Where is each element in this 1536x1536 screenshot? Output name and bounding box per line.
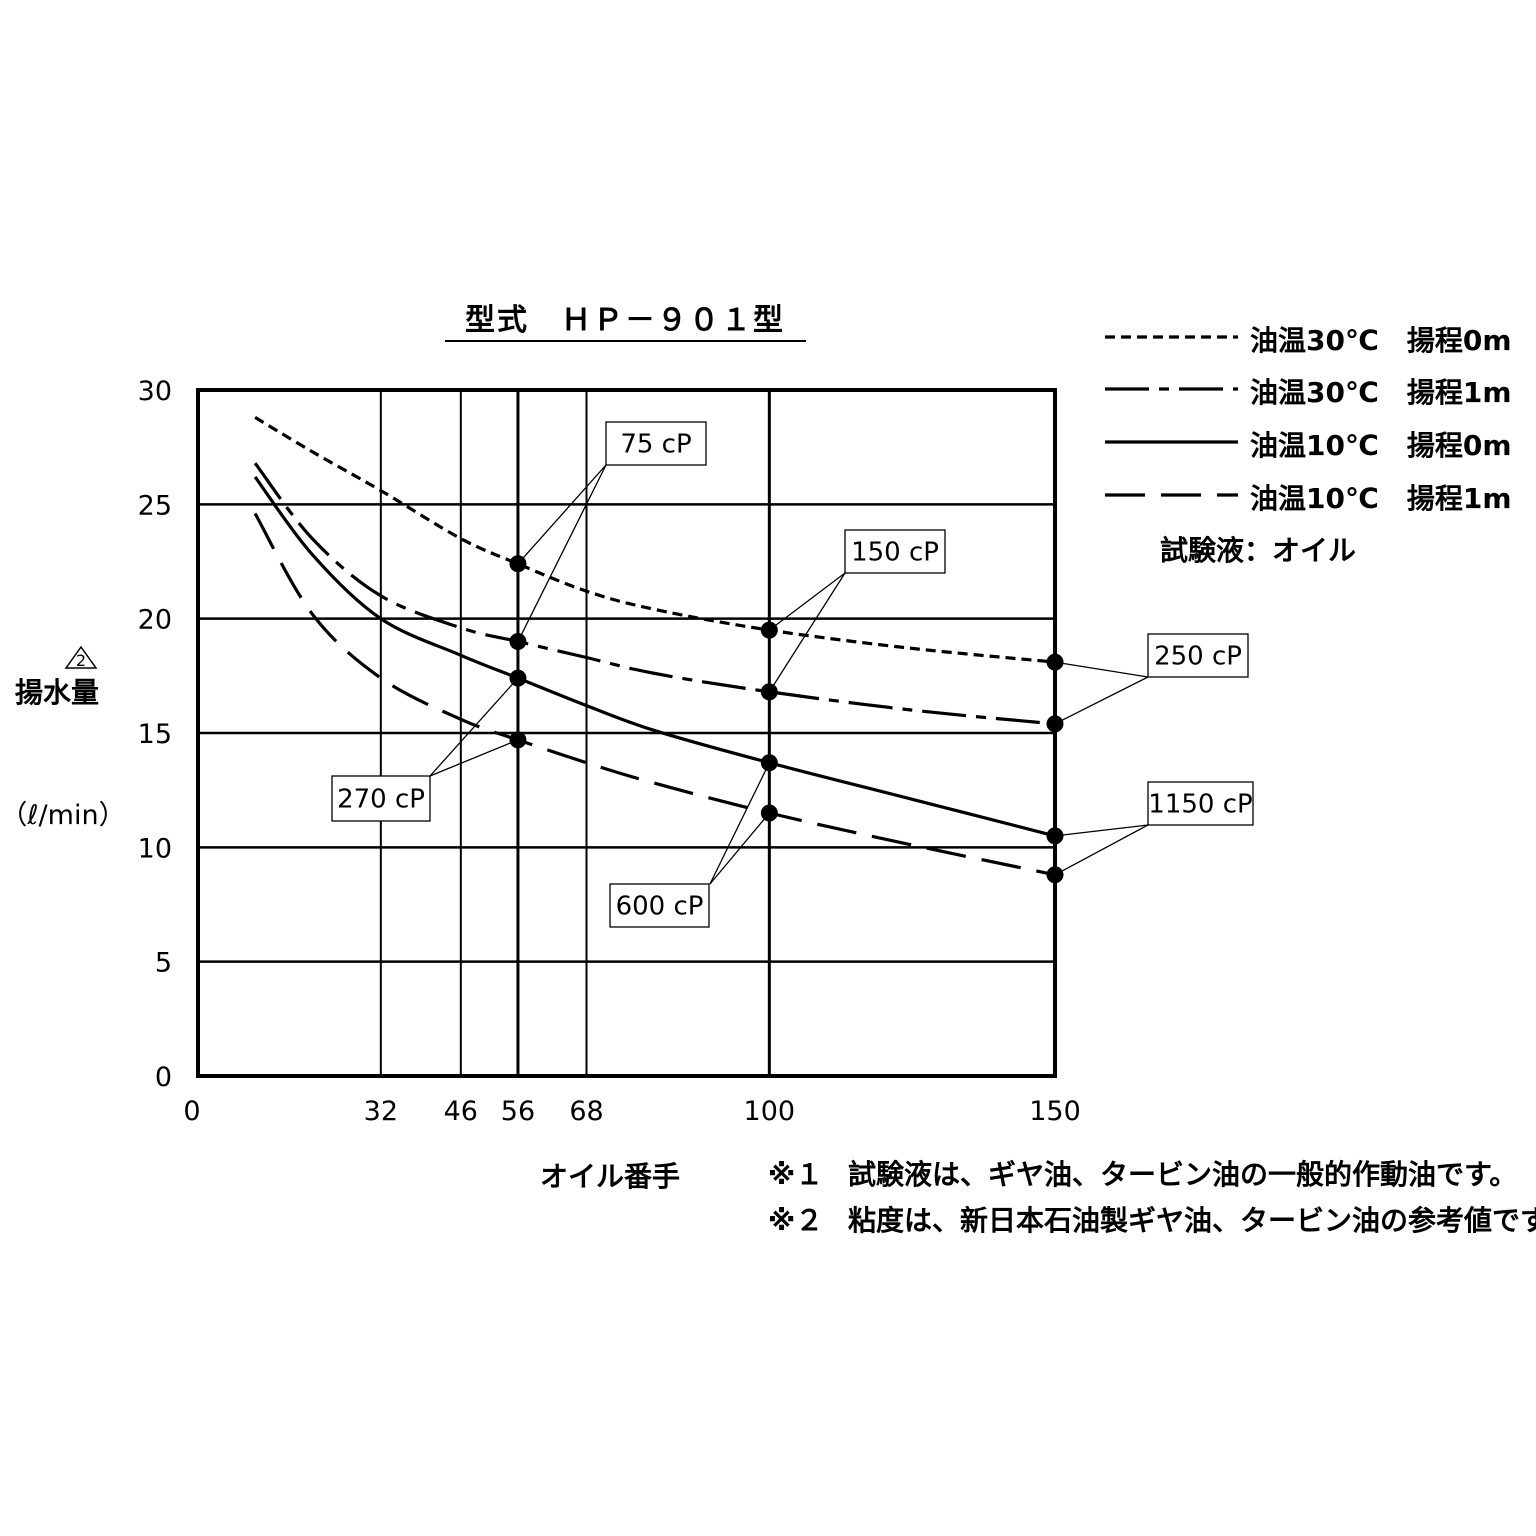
footnote-2-text: 粘度は、新日本石油製ギヤ油、タービン油の参考値です。 (848, 1204, 1536, 1237)
x-tick-label: 56 (501, 1096, 535, 1127)
y-tick-label: 25 (138, 490, 172, 521)
y-axis-unit: （ℓ/min） (0, 800, 125, 831)
annotation-leader (1054, 824, 1149, 837)
y-tick-label: 0 (155, 1062, 172, 1093)
annotation-leader (1054, 824, 1149, 876)
footnote-2-mark: ※２ (768, 1204, 823, 1237)
annotation-label: 600 cP (616, 892, 704, 922)
series-3-point (760, 754, 778, 772)
annotation-label: 1150 cP (1148, 790, 1252, 820)
series-1-point (509, 555, 527, 573)
series-line-3 (253, 475, 1056, 838)
legend-note: 試験液：オイル (1160, 534, 1356, 567)
legend-label-3: 油温10℃ 揚程0m (1250, 429, 1512, 462)
legend-label-1: 油温30℃ 揚程0m (1250, 324, 1512, 357)
y-tick-label: 20 (138, 605, 172, 636)
y-tick-layer: 0 5 10 15 20 25 30 (138, 376, 172, 1093)
annotation-label: 75 cP (620, 430, 691, 460)
annotation-leader (517, 464, 607, 565)
x-tick-label: 0 (183, 1096, 200, 1127)
annotation-box (605, 421, 707, 466)
annotation-box (1147, 633, 1249, 678)
y-tick-label: 5 (155, 948, 172, 979)
annotation-box (609, 883, 710, 928)
series-1-point (760, 621, 778, 639)
annotation-layer: 75 cP 150 cP 250 cP 270 cP 600 cP 1150 cP (331, 421, 1254, 928)
annotation-leader (1054, 676, 1149, 725)
series-2-point (509, 633, 527, 651)
series-line-4 (253, 512, 1056, 877)
legend-label-4: 油温10℃ 揚程1m (1250, 482, 1512, 515)
series-4-point (760, 804, 778, 822)
series-layer (253, 416, 1056, 877)
series-line-1 (254, 416, 1056, 664)
x-tick-label: 68 (569, 1096, 603, 1127)
annotation-leader (429, 677, 519, 777)
annotation-leader (709, 762, 770, 885)
annotation-leader (768, 572, 846, 693)
annotation-box (1147, 781, 1254, 826)
annotation-leader (768, 572, 846, 631)
x-tick-layer: 0 32 46 56 68 100 150 (183, 1096, 1080, 1127)
y-axis-label: 揚水量 (15, 676, 99, 709)
series-4-point (509, 731, 527, 749)
plot-frame (196, 388, 1057, 1078)
annotation-box (844, 529, 946, 574)
y-axis-label-mark: 2 (64, 645, 98, 670)
x-tick-label: 100 (744, 1096, 796, 1127)
annotation-leader (709, 812, 770, 885)
annotation-label: 250 cP (1154, 642, 1242, 672)
annotation-leader (517, 464, 607, 642)
legend-label-2: 油温30℃ 揚程1m (1250, 376, 1512, 409)
footnote-1-text: 試験液は、ギヤ油、タービン油の一般的作動油です。 (848, 1158, 1517, 1191)
x-tick-label: 150 (1029, 1096, 1081, 1127)
x-tick-label: 32 (364, 1096, 398, 1127)
annotation-leader (429, 739, 519, 777)
annotation-label: 270 cP (337, 785, 425, 815)
grid-layer (198, 390, 1055, 1076)
series-line-2 (253, 462, 1056, 726)
svg-text:2: 2 (76, 651, 86, 670)
chart-title: 型式 ＨＰ－９０１型 (465, 303, 785, 338)
annotation-leader (1054, 661, 1149, 678)
legend: 油温30℃ 揚程0m 油温30℃ 揚程1m 油温10℃ 揚程0m 油温10℃ 揚程1m (1105, 324, 1512, 515)
footnote-1-mark: ※１ (768, 1158, 823, 1191)
annotation-label: 150 cP (851, 538, 939, 568)
annotation-box (331, 775, 431, 822)
marker-layer (509, 555, 1064, 884)
y-tick-label: 10 (138, 833, 172, 864)
series-3-point (509, 669, 527, 687)
series-2-point (760, 683, 778, 701)
y-tick-label: 30 (138, 376, 172, 407)
y-tick-label: 15 (138, 719, 172, 750)
x-axis-label: オイル番手 (540, 1160, 680, 1193)
x-tick-label: 46 (444, 1096, 478, 1127)
